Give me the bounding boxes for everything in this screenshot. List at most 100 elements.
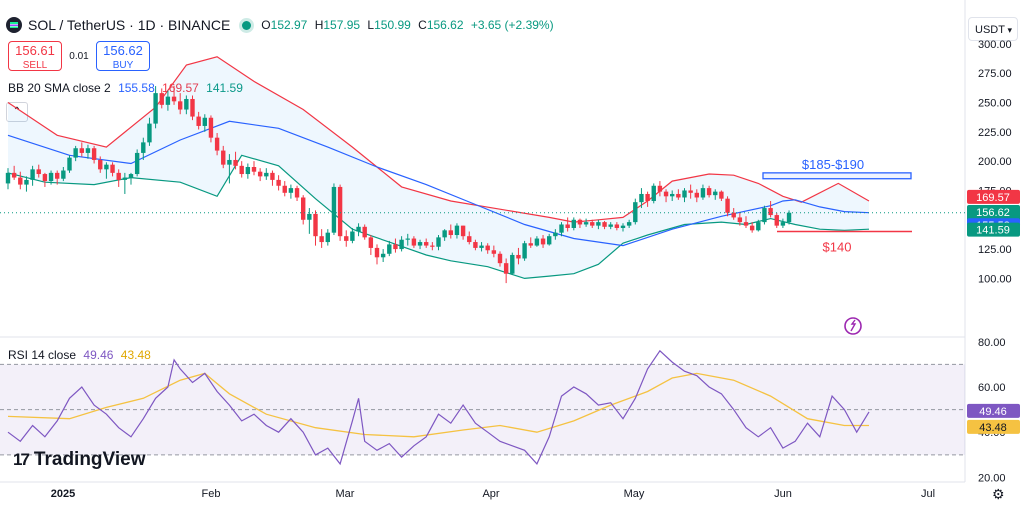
candle-body (171, 96, 177, 102)
settings-gear-icon[interactable]: ⚙ (992, 486, 1005, 502)
candle-body (485, 245, 490, 251)
candle-body (553, 232, 558, 237)
candle-body (350, 231, 355, 241)
candle-body (756, 222, 761, 231)
collapse-legend-button[interactable]: ⌃ (6, 102, 28, 122)
candle-body (214, 137, 220, 151)
candle-body (540, 238, 546, 245)
candle-body (719, 191, 724, 199)
price-label-text-1: 156.62 (976, 207, 1010, 219)
candle-body (608, 224, 613, 227)
tradingview-logo: 17 TradingView (13, 449, 146, 470)
currency-selector[interactable]: USDT ▾ (968, 17, 1018, 41)
bb-legend[interactable]: BB 20 SMA close 2 155.58 169.57 141.59 (8, 81, 243, 95)
rsi-legend[interactable]: RSI 14 close 49.46 43.48 (8, 348, 151, 362)
price-tick-label-0: 300.00 (978, 39, 1012, 51)
candle-body (42, 174, 48, 182)
bb-upper-value: 169.57 (162, 81, 199, 95)
candle-body (393, 244, 398, 250)
candle-body (590, 222, 595, 226)
candle-body (454, 225, 460, 236)
rsi-ma-value-label (967, 419, 1020, 434)
time-label-5: Jun (774, 488, 792, 500)
candle-body (178, 101, 183, 110)
support-label: $140 (823, 240, 852, 255)
time-label-4: May (624, 488, 645, 500)
candle-body (30, 169, 35, 180)
time-label-1: Feb (202, 488, 221, 500)
price-label-text-3: 141.59 (976, 225, 1010, 237)
price-label-text-0: 169.57 (976, 192, 1010, 204)
price-label-0 (967, 189, 1020, 204)
candle-body (602, 222, 607, 227)
candle-body (141, 142, 146, 153)
solana-icon (6, 17, 22, 33)
rsi-tick-label-3: 20.00 (978, 472, 1006, 484)
price-tick-label-3: 225.00 (978, 127, 1012, 139)
time-label-6: Jul (921, 488, 935, 500)
candle-body (61, 170, 66, 179)
price-tick-label-1: 275.00 (978, 68, 1012, 80)
candle-body (768, 208, 773, 216)
candle-body (534, 238, 540, 246)
candle-body (313, 213, 318, 237)
rsi-value: 49.46 (83, 348, 114, 362)
candle-body (301, 197, 306, 220)
bb-upper-line (7, 56, 870, 223)
candle-body (233, 159, 238, 166)
symbol-title[interactable]: SOL / TetherUS · 1D · BINANCE (28, 17, 231, 33)
candle-body (73, 148, 78, 158)
chevron-down-icon: ▾ (1007, 25, 1012, 35)
candle-body (596, 222, 601, 226)
rsi-line (7, 349, 870, 466)
time-label-0: 2025 (51, 488, 75, 500)
buy-button[interactable]: 156.62 BUY (96, 41, 150, 71)
candle-body (165, 96, 171, 105)
candle-body (264, 172, 269, 177)
candle-body (620, 225, 626, 228)
candle-body (571, 219, 576, 228)
candle-body (565, 224, 570, 228)
rsi-ma-value-label-text: 43.48 (979, 422, 1007, 434)
alert-icon (844, 317, 862, 335)
rsi-tick-label-1: 60.00 (978, 382, 1006, 394)
candle-body (294, 188, 300, 198)
candle-body (122, 177, 128, 180)
time-label-2: Mar (336, 488, 355, 500)
candle-body (208, 117, 214, 138)
candle-body (202, 117, 207, 126)
candle-body (510, 254, 515, 274)
rsi-value-label-text: 49.46 (979, 406, 1007, 418)
candle-body (473, 242, 478, 248)
price-tick-label-7: 100.00 (978, 273, 1012, 285)
candle-body (79, 148, 84, 153)
candle-body (55, 172, 60, 179)
candle-body (257, 171, 263, 177)
candle-body (282, 185, 287, 193)
bb-band-fill (8, 56, 869, 279)
candle-body (442, 230, 447, 238)
candle-body (663, 191, 669, 197)
sell-button[interactable]: 156.61 SELL (8, 41, 62, 71)
candle-body (639, 193, 644, 203)
bb-basis-line (7, 120, 870, 247)
candle-body (651, 185, 656, 202)
candle-body (110, 164, 115, 173)
price-tick-label-6: 125.00 (978, 244, 1012, 256)
candle-body (460, 225, 466, 237)
candle-body (239, 165, 244, 175)
candle-body (104, 164, 109, 170)
candle-body (251, 167, 257, 172)
candle-body (128, 174, 134, 178)
candle-body (411, 238, 417, 246)
candle-body (91, 148, 97, 160)
candle-body (48, 172, 54, 182)
candle-body (626, 222, 632, 226)
candle-body (737, 217, 743, 223)
candle-body (645, 193, 650, 202)
candle-body (344, 236, 349, 241)
candle-body (706, 188, 712, 196)
candle-body (436, 237, 441, 247)
candle-body (276, 179, 281, 186)
